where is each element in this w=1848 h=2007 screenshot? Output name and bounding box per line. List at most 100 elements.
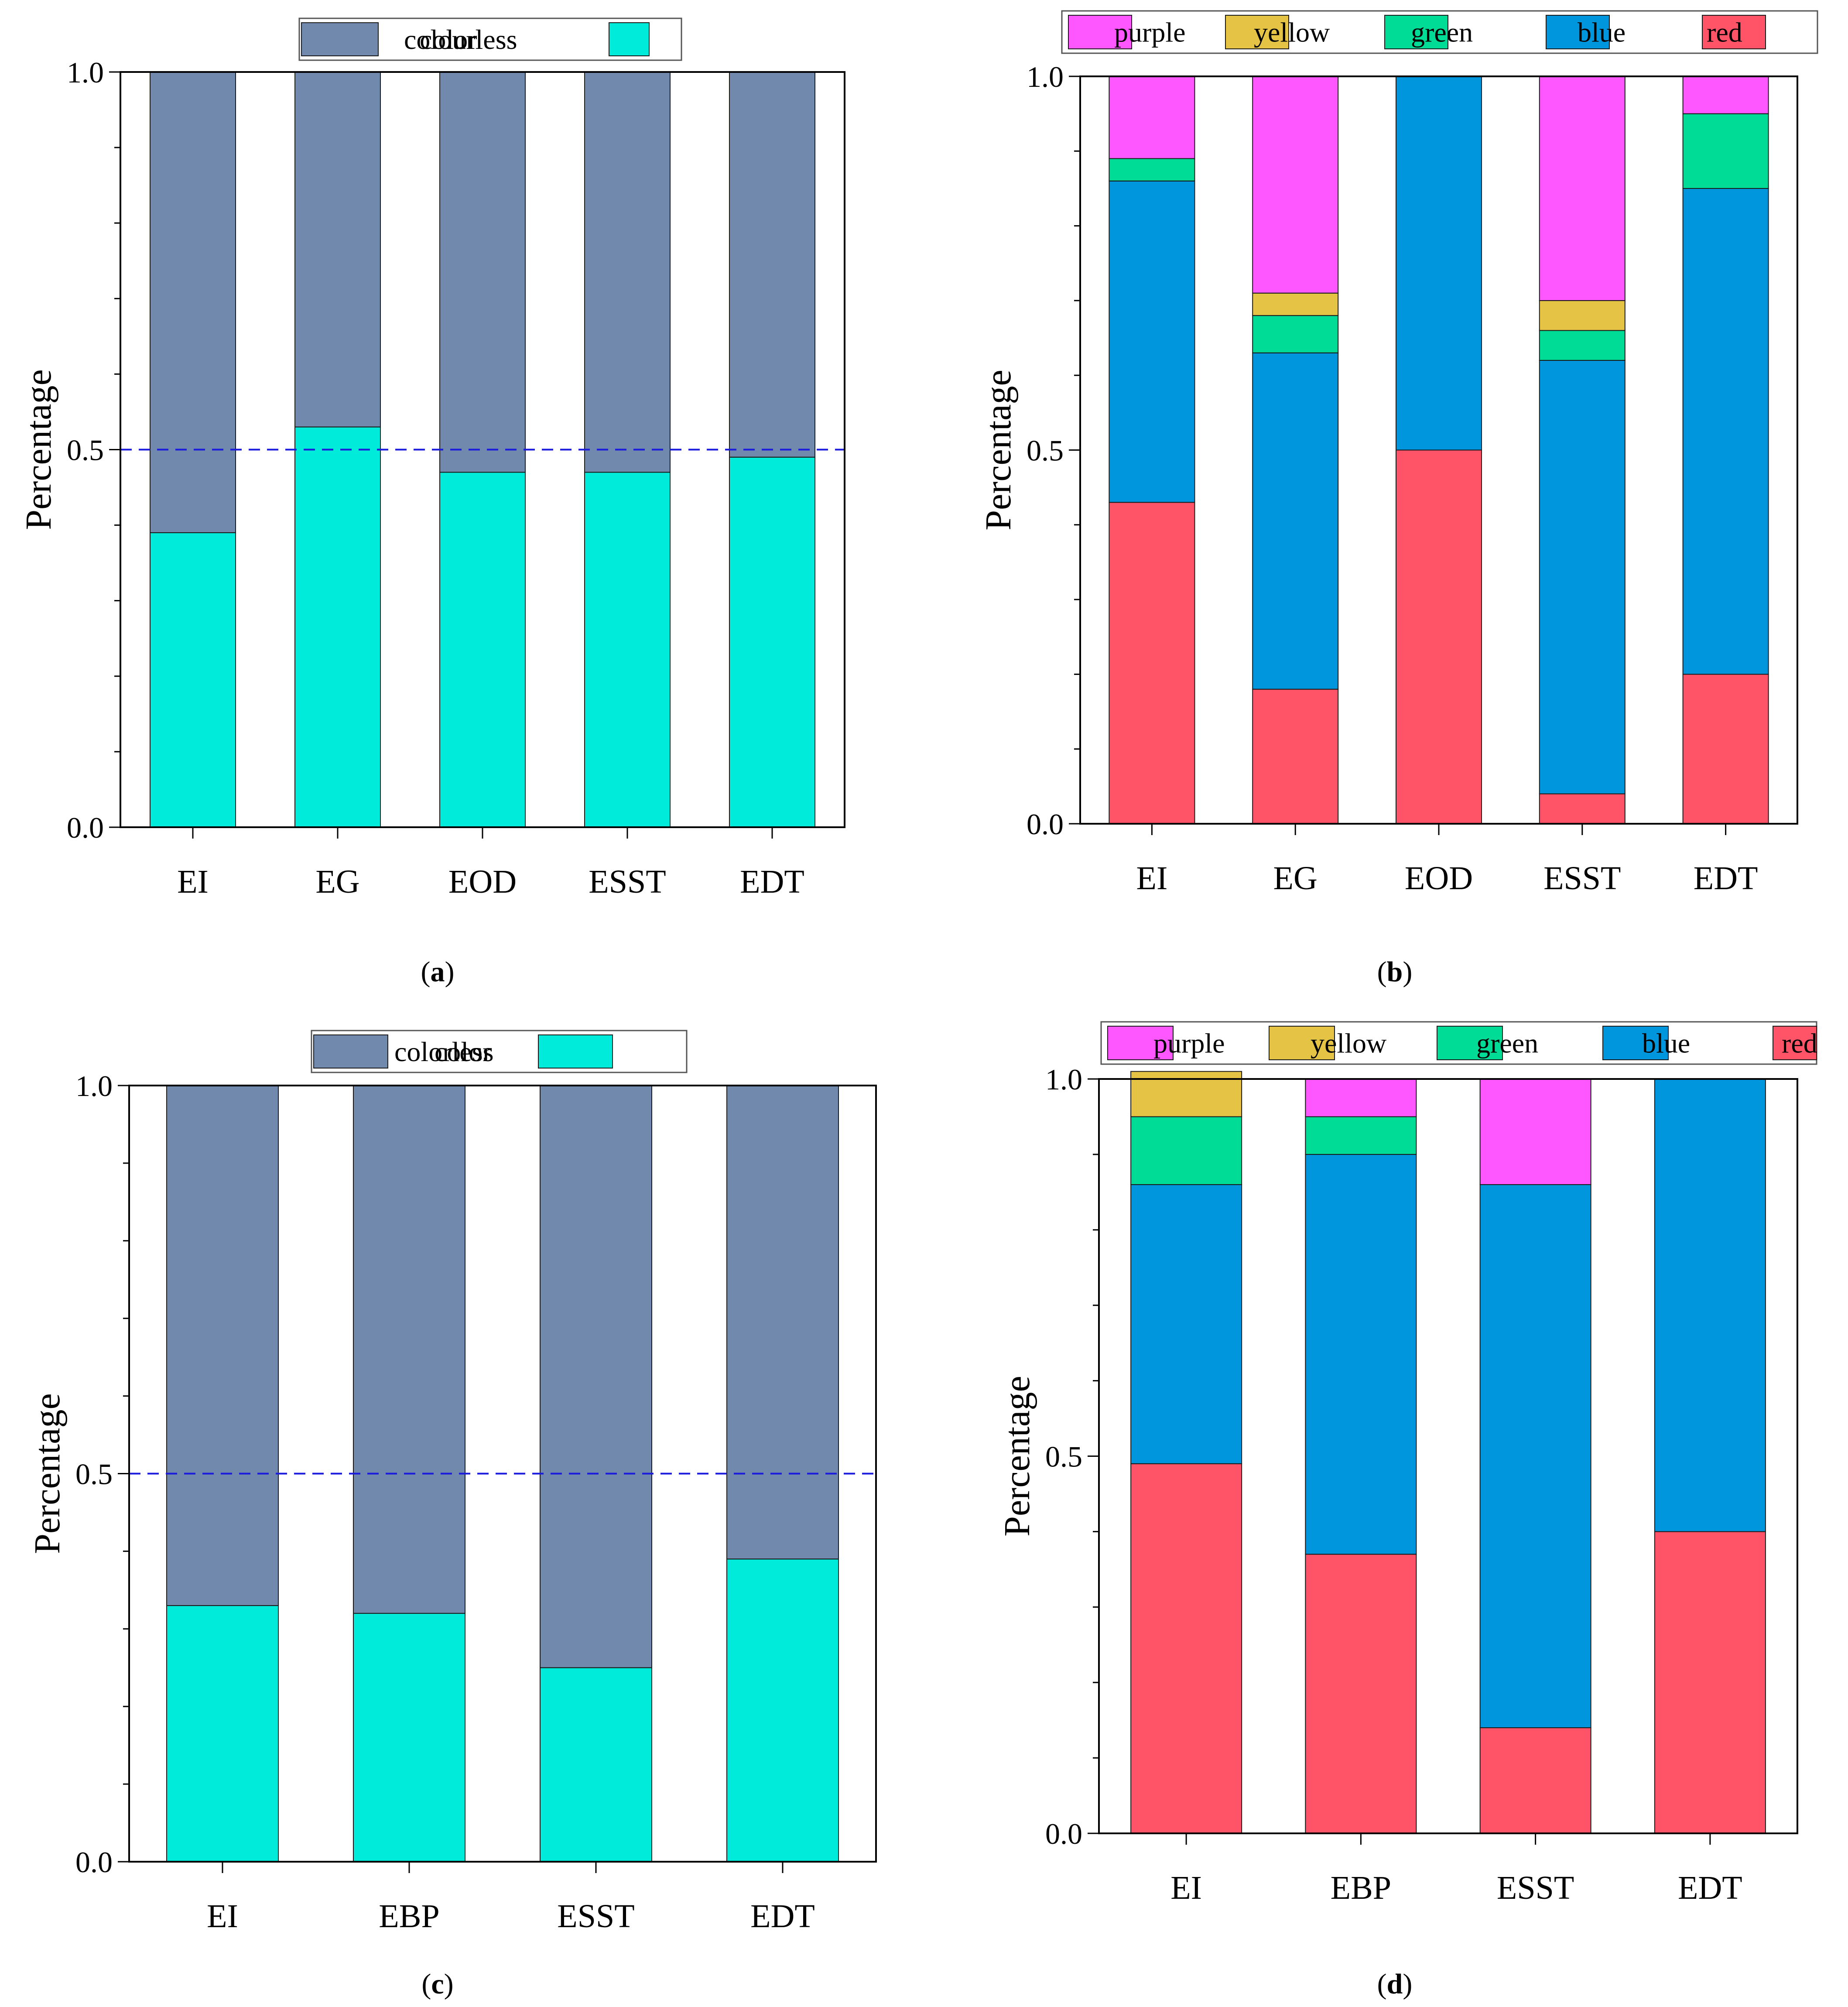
- legend-swatch-b-yellow: [1225, 15, 1289, 49]
- bar-b-edt-red: [1682, 674, 1769, 825]
- bar-a-eg-color: [294, 426, 381, 828]
- legend-swatch-c-color: [538, 1034, 613, 1069]
- bar-b-edt-blue: [1682, 188, 1769, 675]
- bar-a-eod-colourless: [439, 72, 526, 473]
- bar-c-ebp-color: [353, 1613, 465, 1862]
- y-tick-label-d-1: 0.5: [1045, 1440, 1082, 1473]
- x-tick-label-b-ei: EI: [1136, 860, 1168, 897]
- legend-label-c-colorless: colorless: [394, 1036, 494, 1067]
- y-tick-label-c-2: 1.0: [75, 1069, 113, 1103]
- y-tick-label-b-2: 1.0: [1027, 60, 1064, 93]
- legend-label-a-color: color: [420, 24, 477, 55]
- bar-a-edt-colourless: [729, 72, 815, 458]
- y-tick-label-a-1: 0.5: [67, 434, 104, 467]
- x-tick-label-d-ei: EI: [1170, 1870, 1202, 1906]
- bar-d-esst-purple: [1479, 1079, 1591, 1185]
- x-tick-label-b-edt: EDT: [1694, 860, 1758, 897]
- legend-label-d-red: red: [1782, 1028, 1817, 1059]
- legend-label-b-purple: purple: [1114, 17, 1186, 48]
- bar-d-ei-green: [1130, 1116, 1242, 1185]
- legend-label-d-purple: purple: [1153, 1028, 1225, 1059]
- bar-a-eod-color: [439, 472, 526, 828]
- x-tick-label-a-edt: EDT: [740, 863, 804, 900]
- x-tick-label-a-ei: EI: [177, 863, 209, 900]
- y-axis-title-b: Percentage: [978, 370, 1019, 530]
- bar-d-edt-red: [1654, 1531, 1766, 1834]
- legend-swatch-d-red: [1773, 1026, 1817, 1060]
- x-tick-label-d-esst: ESST: [1497, 1870, 1574, 1906]
- x-tick-label-d-ebp: EBP: [1331, 1870, 1391, 1906]
- y-tick-label-a-2: 1.0: [67, 56, 104, 89]
- y-tick-label-a-0: 0.0: [67, 811, 104, 844]
- legend-label-b-red: red: [1707, 17, 1742, 48]
- panel-label-b: (b): [1377, 956, 1413, 988]
- x-tick-label-a-esst: ESST: [589, 863, 666, 900]
- legend-label-d-green: green: [1476, 1028, 1538, 1059]
- bar-b-eod-blue: [1396, 76, 1482, 451]
- legend-label-b-yellow: yellow: [1254, 17, 1330, 48]
- bar-c-edt-color: [726, 1558, 839, 1862]
- panel-label-a: (a): [421, 956, 455, 988]
- legend-swatch-d-green: [1437, 1026, 1503, 1060]
- panel-label-c: (c): [421, 1968, 454, 2000]
- chart-a: EI EG EOD ESST EDT 0.0 0.5 1.0 Percentage colourl…: [18, 17, 845, 900]
- x-tick-label-c-esst: ESST: [557, 1898, 634, 1935]
- bar-c-esst-color: [540, 1667, 652, 1862]
- bar-a-edt-color: [729, 456, 815, 828]
- bar-b-esst-yellow: [1539, 300, 1626, 331]
- legend-swatch-a-colourless: [301, 22, 379, 56]
- bar-b-eg-green: [1252, 315, 1339, 353]
- y-tick-label-d-2: 1.0: [1045, 1063, 1082, 1096]
- x-tick-label-c-edt: EDT: [750, 1898, 815, 1935]
- chart-c: EI EBP ESST EDT 0.0 0.5 1.0 Percentage colorless…: [27, 1030, 877, 1935]
- x-tick-label-c-ei: EI: [207, 1898, 238, 1935]
- x-tick-label-d-edt: EDT: [1678, 1870, 1742, 1906]
- legend-label-d-blue: blue: [1642, 1028, 1690, 1059]
- bar-d-esst-blue: [1479, 1184, 1591, 1728]
- bar-a-ei-color: [150, 532, 236, 828]
- legend-label-a-colourless: colourless: [404, 24, 517, 55]
- legend-swatch-b-purple: [1068, 15, 1132, 49]
- x-tick-label-a-eod: EOD: [448, 863, 517, 900]
- bar-b-ei-green: [1109, 158, 1195, 182]
- x-tick-label-c-ebp: EBP: [379, 1898, 439, 1935]
- y-tick-label-c-1: 0.5: [75, 1458, 113, 1491]
- x-tick-label-b-eod: EOD: [1405, 860, 1473, 897]
- bar-b-eod-red: [1396, 449, 1482, 824]
- y-tick-label-b-0: 0.0: [1027, 808, 1064, 841]
- y-tick-label-b-1: 0.5: [1027, 434, 1064, 467]
- bar-b-esst-purple: [1539, 76, 1626, 301]
- legend-swatch-a-color: [609, 22, 650, 56]
- x-tick-label-b-esst: ESST: [1543, 860, 1621, 897]
- bar-b-eg-red: [1252, 688, 1339, 825]
- legend-label-b-blue: blue: [1578, 17, 1626, 48]
- bar-b-esst-red: [1539, 793, 1626, 824]
- bar-b-ei-red: [1109, 502, 1195, 825]
- bar-b-ei-purple: [1109, 76, 1195, 159]
- bar-a-eg-colourless: [294, 72, 381, 428]
- bar-d-ebp-purple: [1305, 1079, 1417, 1117]
- bar-a-esst-colourless: [584, 72, 671, 473]
- legend-swatch-b-green: [1384, 15, 1448, 49]
- y-tick-label-d-0: 0.0: [1045, 1817, 1082, 1850]
- legend-label-b-green: green: [1411, 17, 1473, 48]
- bar-b-edt-green: [1682, 113, 1769, 189]
- bar-d-ebp-red: [1305, 1554, 1417, 1834]
- bar-c-ei-colorless: [166, 1085, 279, 1606]
- bar-b-eg-blue: [1252, 352, 1339, 690]
- bar-b-ei-blue: [1109, 180, 1195, 503]
- bar-d-ebp-green: [1305, 1116, 1417, 1155]
- bar-c-edt-colorless: [726, 1085, 839, 1560]
- bar-c-ei-color: [166, 1605, 279, 1862]
- bar-c-ebp-colorless: [353, 1085, 465, 1614]
- y-tick-label-c-0: 0.0: [75, 1846, 113, 1879]
- x-tick-label-b-eg: EG: [1273, 860, 1318, 897]
- bar-a-esst-color: [584, 472, 671, 828]
- x-tick-label-a-eg: EG: [315, 863, 359, 900]
- bar-b-esst-blue: [1539, 360, 1626, 795]
- legend-swatch-b-blue: [1546, 15, 1610, 49]
- bar-b-edt-purple: [1682, 76, 1769, 114]
- chart-d: EI EBP ESST EDT 0.0 0.5 1.0 Percentage purple yel…: [997, 1021, 1817, 1906]
- legend-label-d-yellow: yellow: [1311, 1028, 1386, 1059]
